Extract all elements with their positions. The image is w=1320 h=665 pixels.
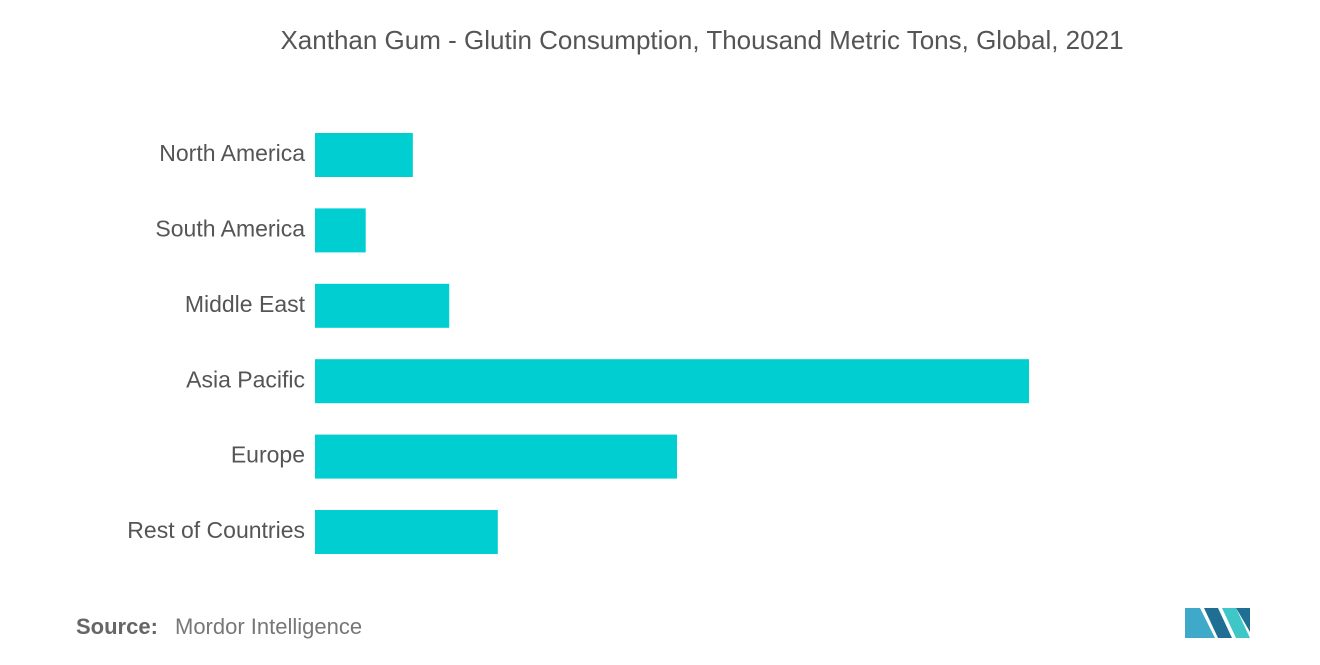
bar (315, 208, 366, 253)
bar (315, 133, 413, 177)
source-text: Mordor Intelligence (175, 614, 362, 639)
logo (1185, 608, 1250, 638)
y-tick-label: Asia Pacific (186, 366, 305, 392)
y-tick-label: Europe (231, 442, 305, 468)
bar (315, 359, 1029, 404)
bar (315, 434, 677, 479)
chart-title: Xanthan Gum - Glutin Consumption, Thousa… (280, 25, 1123, 55)
y-tick-label: Rest of Countries (127, 517, 305, 543)
y-tick-label: Middle East (185, 291, 306, 317)
y-tick-label: South America (155, 215, 305, 241)
y-tick-label: North America (159, 140, 305, 166)
bar (315, 510, 498, 554)
source-label: Source: (76, 614, 158, 639)
bar (315, 283, 450, 328)
